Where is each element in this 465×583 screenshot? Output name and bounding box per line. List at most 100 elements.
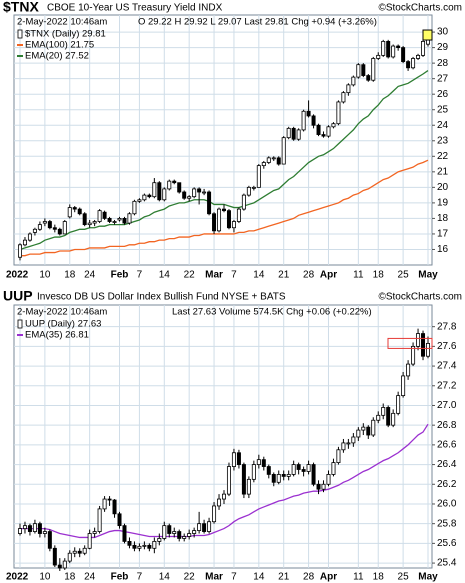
candle-body	[316, 483, 321, 490]
candle-body	[102, 211, 107, 219]
candle-body	[47, 531, 52, 549]
candle-body	[366, 426, 371, 436]
candle-body	[72, 207, 77, 210]
candle-body	[212, 505, 217, 523]
x-tick-label: 10	[39, 270, 51, 281]
candle-body	[301, 110, 306, 131]
candle-body	[381, 40, 386, 56]
ema-line	[20, 159, 429, 257]
legend-icon	[17, 29, 23, 39]
candle-body	[202, 523, 207, 532]
candle-body	[97, 508, 102, 532]
candle-body	[92, 221, 97, 224]
candle-body	[281, 137, 286, 165]
candle-body	[301, 469, 306, 472]
y-tick-label: 26	[437, 89, 449, 100]
x-tick-label: Feb	[111, 270, 129, 281]
y-tick-label: 27.2	[437, 380, 457, 391]
candle-body	[416, 333, 421, 347]
x-tick-label: 7	[231, 270, 237, 281]
candle-body	[296, 129, 301, 140]
x-tick-label: 18	[64, 572, 76, 583]
candle-body	[52, 227, 57, 230]
candle-body	[87, 533, 92, 549]
candle-body	[236, 452, 241, 465]
candle-body	[62, 560, 67, 569]
x-tick-label: 2022	[6, 572, 29, 583]
candle-body	[67, 552, 72, 562]
candle-body	[311, 464, 316, 485]
candle-body	[321, 134, 326, 137]
legend-label: UUP (Daily) 27.63	[25, 319, 101, 330]
candle-body	[326, 474, 331, 485]
candle-body	[157, 182, 162, 201]
candle-body	[251, 186, 256, 189]
candle-body	[172, 531, 177, 534]
candle-body	[112, 499, 117, 515]
legend-label: EMA(20) 27.52	[25, 51, 89, 62]
candle-body	[276, 157, 281, 165]
candle-body	[147, 194, 152, 198]
candle-body	[87, 222, 92, 226]
candle-body	[172, 180, 177, 184]
candle-body	[192, 530, 197, 534]
candle-body	[162, 525, 167, 539]
candle-body	[27, 233, 32, 241]
candle-body	[286, 474, 291, 477]
legend-label: EMA(100) 21.75	[25, 40, 94, 51]
candle-body	[396, 45, 401, 49]
x-tick-label: 21	[278, 270, 290, 281]
y-tick-label: 16	[437, 244, 449, 255]
candle-body	[336, 449, 341, 464]
candle-body	[212, 213, 217, 232]
candle-body	[241, 194, 246, 210]
candle-body	[306, 464, 311, 472]
candle-body	[296, 464, 301, 470]
candle-body	[421, 40, 426, 56]
x-tick-label: 28	[303, 270, 315, 281]
candle-body	[32, 523, 37, 532]
candle-body	[77, 208, 82, 215]
y-tick-label: 30	[437, 27, 449, 38]
x-tick-label: Apr	[320, 270, 337, 281]
x-tick-label: May	[418, 572, 438, 583]
candle-body	[82, 213, 87, 226]
x-tick-label: 2022	[6, 270, 29, 281]
candle-body	[147, 544, 152, 549]
candle-body	[177, 182, 182, 193]
x-tick-label: 22	[184, 572, 196, 583]
x-tick-label: 18	[64, 270, 76, 281]
candle-body	[226, 466, 231, 495]
candle-body	[256, 165, 261, 188]
x-tick-label: Feb	[111, 572, 129, 583]
candle-body	[107, 218, 112, 222]
x-tick-label: 25	[398, 270, 410, 281]
candle-body	[231, 452, 236, 467]
candle-body	[152, 541, 157, 549]
x-tick-label: 28	[303, 572, 315, 583]
candle-body	[137, 199, 142, 202]
x-tick-label: 24	[84, 270, 96, 281]
candle-body	[356, 64, 361, 78]
y-tick-label: 21	[437, 166, 449, 177]
x-tick-label: 14	[159, 572, 171, 583]
candle-body	[221, 208, 226, 212]
x-tick-label: 7	[231, 572, 237, 583]
candle-body	[351, 436, 356, 444]
candle-body	[406, 61, 411, 69]
ema-line	[19, 70, 429, 251]
x-tick-label: Mar	[205, 270, 223, 281]
candle-body	[67, 207, 72, 218]
y-tick-label: 25.4	[437, 558, 457, 569]
y-tick-label: 17	[437, 229, 449, 240]
candle-body	[291, 127, 296, 140]
candle-body	[356, 429, 361, 438]
candle-body	[371, 419, 376, 436]
candle-body	[346, 442, 351, 445]
y-tick-label: 26.2	[437, 479, 457, 490]
x-tick-label: 14	[253, 270, 265, 281]
date: 2-May-2022 10:46am	[17, 307, 107, 318]
y-tick-label: 27.0	[437, 400, 457, 411]
